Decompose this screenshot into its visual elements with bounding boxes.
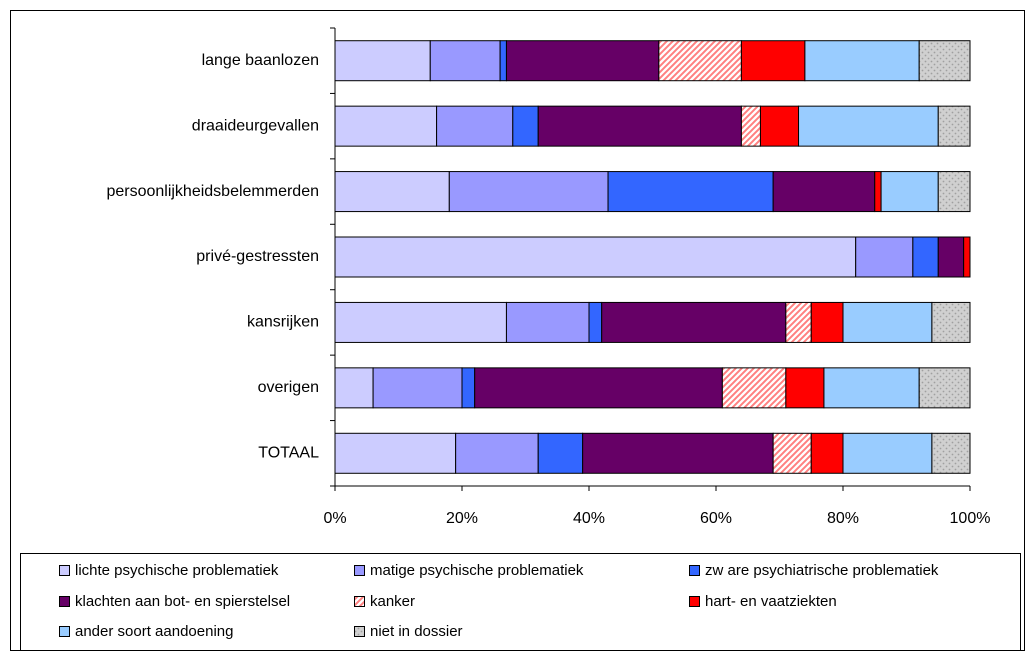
bar-segment (461, 367, 476, 409)
bar-segment (937, 236, 965, 278)
legend-swatch (59, 596, 70, 607)
bar-segment (912, 236, 939, 278)
bar-segment (588, 301, 603, 343)
bar-segment (455, 432, 539, 474)
bar-segment (931, 432, 971, 474)
legend-swatch (354, 626, 365, 637)
legend-swatch (354, 596, 365, 607)
legend-label: hart- en vaatziekten (705, 593, 837, 610)
bar-segment (601, 301, 787, 343)
bar-segment (334, 236, 857, 278)
bar-segment (448, 171, 609, 213)
x-tick-label: 0% (323, 510, 346, 527)
bar-segment (740, 105, 761, 147)
y-tick-label: persoonlijkheidsbelemmerden (106, 183, 319, 200)
bar-segment (537, 105, 742, 147)
y-tick-label: TOTAAL (258, 445, 319, 462)
bar-segment (505, 40, 660, 82)
y-tick-label: draaideurgevallen (192, 117, 319, 134)
bar-segment (798, 105, 939, 147)
bar-segment (537, 432, 584, 474)
bar-segment (372, 367, 463, 409)
bar-segment (823, 367, 920, 409)
bar-segment (436, 105, 514, 147)
bar-segment (772, 171, 876, 213)
x-tick-label: 40% (573, 510, 605, 527)
bar-segment (810, 301, 844, 343)
bar-segment (937, 171, 971, 213)
legend-swatch (59, 626, 70, 637)
bar-segment (842, 432, 933, 474)
bar-segment (334, 367, 374, 409)
bar-segment (721, 367, 787, 409)
bar-segment (804, 40, 920, 82)
bar-segment (785, 301, 812, 343)
legend-label: niet in dossier (370, 623, 463, 640)
bar-segment (505, 301, 590, 343)
y-tick-label: lange baanlozen (202, 52, 319, 69)
bar-segment (607, 171, 774, 213)
bar-segment (937, 105, 971, 147)
bar-segment (334, 171, 450, 213)
y-tick-label: overigen (258, 379, 319, 396)
legend-label: matige psychische problematiek (370, 562, 584, 579)
bar-segment (918, 40, 971, 82)
x-tick-label: 60% (700, 510, 732, 527)
bar-segment (772, 432, 812, 474)
bar-segment (429, 40, 501, 82)
y-tick-label: kansrijken (247, 314, 319, 331)
legend-swatch (689, 596, 700, 607)
bar-segment (582, 432, 774, 474)
x-tick-label: 80% (827, 510, 859, 527)
bar-segment (658, 40, 742, 82)
bar-segment (855, 236, 914, 278)
bar-segment (785, 367, 825, 409)
bar-segment (740, 40, 806, 82)
x-tick-label: 20% (446, 510, 478, 527)
bar-segment (842, 301, 933, 343)
bar-segment (918, 367, 971, 409)
legend-label: lichte psychische problematiek (75, 562, 279, 579)
legend-swatch (354, 565, 365, 576)
legend-label: zw are psychiatrische problematiek (705, 562, 939, 579)
legend-swatch (59, 565, 70, 576)
bar-segment (499, 40, 507, 82)
y-tick-label: privé-gestressten (196, 248, 319, 265)
bar-segment (334, 40, 431, 82)
legend-swatch (689, 565, 700, 576)
bar-segment (880, 171, 939, 213)
bar-segment (474, 367, 723, 409)
bar-segment (334, 105, 438, 147)
x-tick-label: 100% (950, 510, 991, 527)
bar-segment (334, 432, 457, 474)
bar-segment (874, 171, 882, 213)
bar-segment (931, 301, 971, 343)
legend-label: kanker (370, 593, 415, 610)
bar-segment (759, 105, 800, 147)
bar-segment (334, 301, 507, 343)
bar-segment (512, 105, 539, 147)
bar-segment (810, 432, 844, 474)
legend-label: ander soort aandoening (75, 623, 233, 640)
bar-segment (963, 236, 971, 278)
legend-label: klachten aan bot- en spierstelsel (75, 593, 290, 610)
legend-box (20, 553, 1021, 651)
